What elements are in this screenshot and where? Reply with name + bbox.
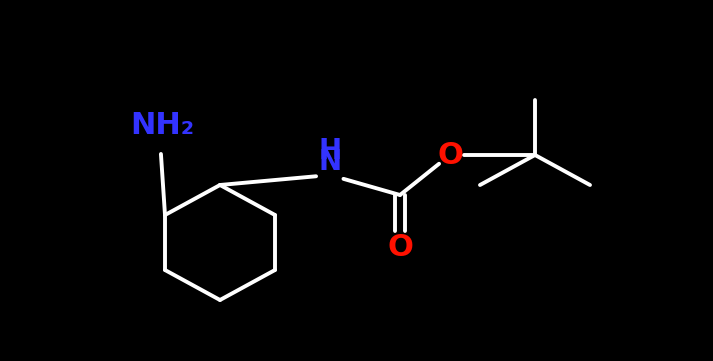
Text: O: O xyxy=(387,234,413,262)
Text: NH₂: NH₂ xyxy=(130,110,194,139)
Text: O: O xyxy=(437,140,463,170)
Text: H: H xyxy=(319,137,342,165)
Text: N: N xyxy=(319,148,342,176)
